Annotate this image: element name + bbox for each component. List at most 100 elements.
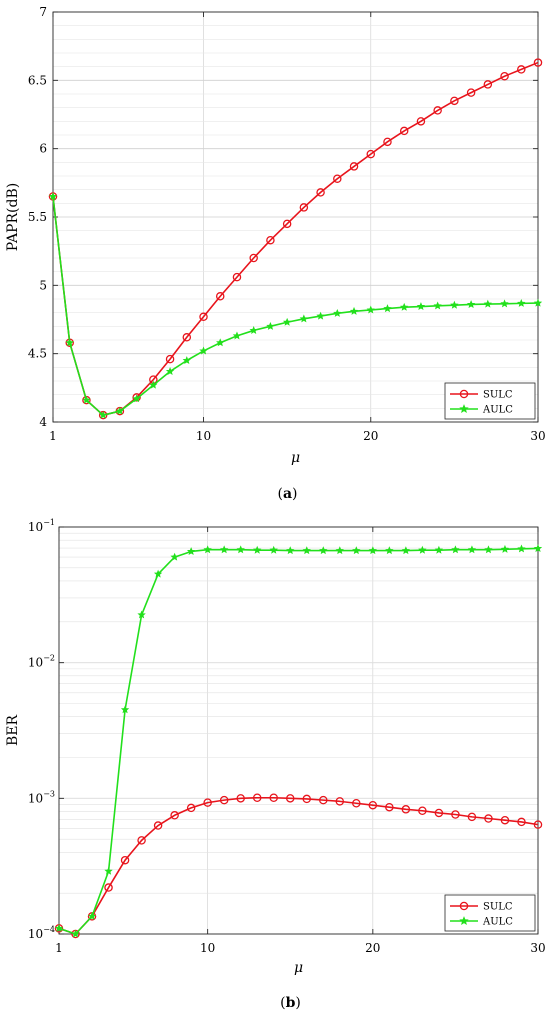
data-point xyxy=(451,545,460,554)
data-point xyxy=(282,219,292,229)
legend: SULC AULC xyxy=(444,894,536,932)
data-point xyxy=(319,546,328,555)
data-point xyxy=(137,836,146,845)
data-point xyxy=(232,331,242,340)
legend-marker xyxy=(459,901,469,911)
data-point xyxy=(450,96,459,106)
data-point xyxy=(500,71,509,81)
x-axis: 1 10 20 30 xyxy=(49,12,546,443)
y-tick-label: 10−4 xyxy=(28,925,55,941)
data-point xyxy=(349,162,359,171)
data-point xyxy=(82,395,91,404)
data-point xyxy=(484,545,493,554)
y-tick-label: 10−2 xyxy=(28,654,55,670)
data-point xyxy=(302,546,311,555)
series-line xyxy=(52,196,539,416)
subfigure-caption: (b) xyxy=(280,995,301,1011)
data-point xyxy=(302,794,312,804)
data-point xyxy=(249,326,258,334)
legend-box xyxy=(444,894,536,932)
data-point xyxy=(137,610,146,619)
data-point xyxy=(186,803,196,813)
x-tick-label: 20 xyxy=(365,941,380,955)
data-point xyxy=(483,80,493,89)
data-point xyxy=(466,300,476,309)
data-point xyxy=(400,302,409,311)
x-tick-label: 30 xyxy=(530,941,545,955)
data-point xyxy=(120,705,130,714)
series-group xyxy=(48,58,543,420)
data-point xyxy=(71,929,80,938)
data-point xyxy=(299,314,309,323)
legend-label: AULC xyxy=(482,917,513,928)
data-point xyxy=(54,923,64,932)
y-tick-label: 4 xyxy=(39,415,47,429)
legend-marker xyxy=(459,389,469,399)
y-tick-label: 6.5 xyxy=(28,73,47,87)
data-point xyxy=(418,806,427,815)
legend-box xyxy=(444,382,536,420)
data-point xyxy=(500,544,510,553)
data-point xyxy=(401,805,411,814)
data-point xyxy=(48,192,58,201)
data-point xyxy=(500,815,510,825)
y-tick-base: 10 xyxy=(28,656,43,670)
grid xyxy=(53,12,538,422)
data-point xyxy=(335,546,344,555)
y-tick-exponent: −4 xyxy=(43,925,55,934)
data-point xyxy=(99,410,108,419)
data-point xyxy=(533,820,543,829)
legend-label: SULC xyxy=(483,902,513,913)
data-point xyxy=(186,547,196,556)
y-tick-exponent: −3 xyxy=(43,789,55,798)
data-point xyxy=(533,544,543,552)
legend: SULC AULC xyxy=(444,382,536,420)
y-tick-base: 10 xyxy=(28,791,43,805)
legend-label: AULC xyxy=(482,405,513,416)
data-point xyxy=(349,306,359,315)
data-point xyxy=(269,545,278,554)
data-point xyxy=(517,65,526,74)
y-axis: 10−410−310−210−1 xyxy=(28,518,64,941)
data-point xyxy=(299,203,309,212)
x-tick-label: 30 xyxy=(530,429,545,443)
data-point xyxy=(383,304,392,313)
data-point xyxy=(115,406,125,415)
data-point xyxy=(286,546,295,555)
subfigure-caption: (a) xyxy=(277,486,297,502)
series-aulc xyxy=(54,544,543,938)
data-point xyxy=(383,137,392,147)
y-tick-exponent: −1 xyxy=(43,518,55,527)
data-point xyxy=(252,793,262,802)
data-point xyxy=(236,545,245,554)
data-point xyxy=(253,545,262,554)
y-tick-exponent: −2 xyxy=(43,654,55,663)
data-point xyxy=(149,380,158,389)
data-point xyxy=(433,106,442,115)
data-point xyxy=(466,88,476,97)
y-tick-base: 10 xyxy=(28,927,43,941)
data-point xyxy=(319,795,328,805)
data-point xyxy=(104,883,113,892)
data-point xyxy=(165,354,175,364)
data-point xyxy=(533,298,543,307)
data-point xyxy=(467,545,477,554)
data-point xyxy=(366,149,376,159)
x-axis-label: μ xyxy=(294,960,303,976)
data-point xyxy=(153,569,163,578)
data-point xyxy=(170,552,179,561)
y-tick-label: 4.5 xyxy=(28,347,47,361)
data-point xyxy=(65,338,74,347)
y-tick-label: 10−3 xyxy=(28,789,55,805)
data-point xyxy=(450,300,459,309)
data-point xyxy=(517,298,526,307)
data-point xyxy=(399,126,409,136)
caption-open: ( xyxy=(277,486,282,502)
data-point xyxy=(232,272,242,282)
data-point xyxy=(484,814,493,823)
x-tick-label: 1 xyxy=(55,941,63,955)
data-point xyxy=(467,812,477,822)
data-point xyxy=(104,866,113,875)
data-point xyxy=(219,795,229,805)
data-point xyxy=(120,855,130,865)
